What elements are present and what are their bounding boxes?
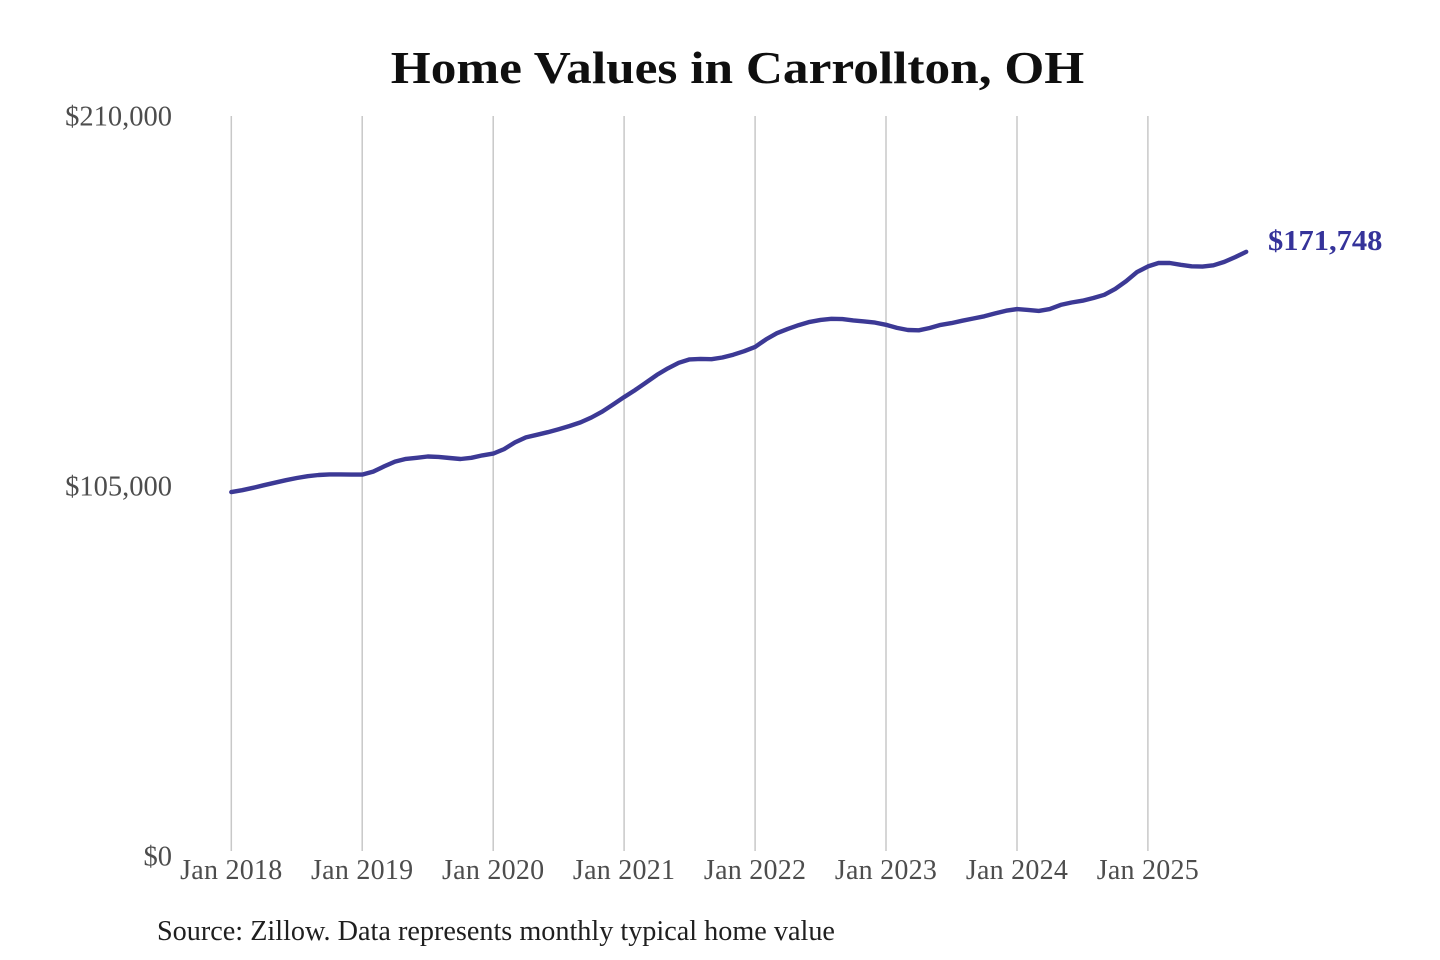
svg-text:Jan 2024: Jan 2024 [966, 855, 1068, 886]
svg-text:Jan 2023: Jan 2023 [835, 855, 937, 886]
svg-text:$171,748: $171,748 [1268, 226, 1382, 257]
svg-text:Jan 2021: Jan 2021 [573, 855, 675, 886]
svg-text:$210,000: $210,000 [65, 102, 172, 133]
svg-text:$105,000: $105,000 [65, 471, 172, 502]
svg-text:Source: Zillow. Data represent: Source: Zillow. Data represents monthly … [157, 916, 835, 947]
svg-text:Jan 2022: Jan 2022 [704, 855, 806, 886]
svg-text:Jan 2019: Jan 2019 [311, 855, 413, 886]
svg-text:Jan 2018: Jan 2018 [180, 855, 282, 886]
svg-text:Jan 2025: Jan 2025 [1097, 855, 1199, 886]
svg-text:Jan 2020: Jan 2020 [442, 855, 544, 886]
svg-text:$0: $0 [144, 841, 173, 872]
svg-text:Home Values in Carrollton, OH: Home Values in Carrollton, OH [391, 42, 1085, 93]
